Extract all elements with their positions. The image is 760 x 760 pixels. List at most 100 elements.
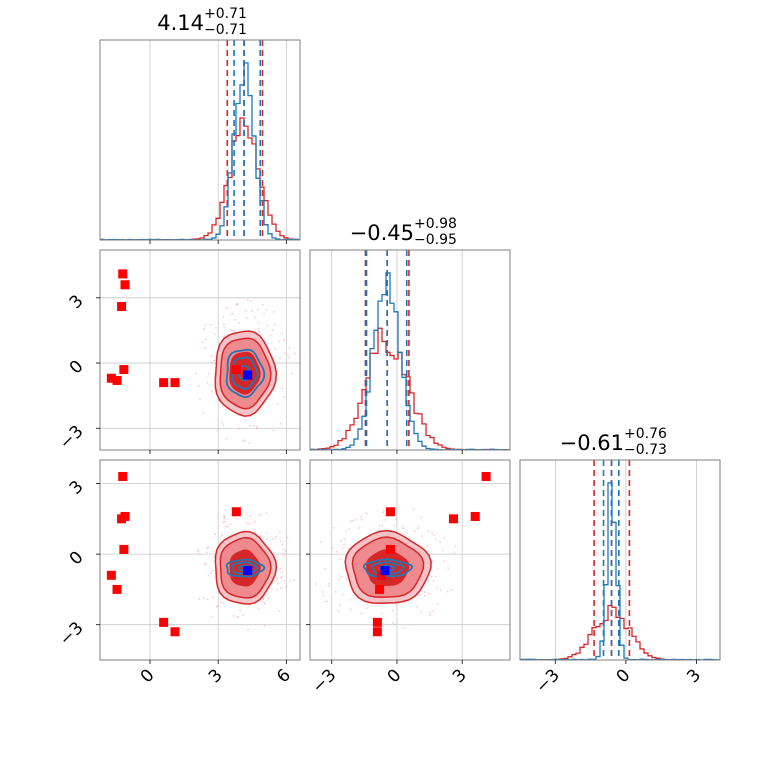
sample-point — [202, 597, 205, 600]
plot-area — [100, 40, 300, 240]
sample-point — [279, 567, 282, 570]
sample-point — [419, 611, 422, 614]
sample-point — [222, 602, 224, 604]
sample-point — [436, 602, 439, 605]
sample-point — [338, 578, 341, 581]
sample-point — [339, 604, 341, 606]
sample-point — [255, 425, 258, 428]
sample-point — [198, 598, 201, 600]
panel-frame — [519, 459, 721, 661]
sample-point — [275, 577, 278, 579]
sample-point — [355, 518, 358, 521]
sample-point — [222, 424, 225, 427]
sample-point — [282, 548, 285, 551]
sample-point — [280, 571, 283, 574]
sample-point — [283, 579, 286, 582]
tick-label-x: −3 — [532, 665, 564, 697]
sample-point — [208, 372, 210, 375]
sample-point — [280, 575, 283, 578]
sample-point — [335, 550, 338, 553]
sample-point — [434, 538, 437, 541]
sample-point — [365, 607, 368, 609]
sample-point — [383, 518, 386, 521]
outlier-marker — [385, 544, 395, 554]
sample-point — [209, 323, 212, 326]
histogram-series-0 — [520, 482, 720, 660]
sample-point — [323, 600, 326, 603]
tick-label-y: 0 — [66, 356, 88, 378]
sample-point — [225, 525, 227, 528]
sample-point — [214, 333, 217, 336]
sample-point — [416, 527, 419, 530]
sample-point — [430, 575, 433, 578]
plot-area — [106, 471, 296, 637]
sample-point — [220, 534, 223, 537]
panel-p2-p1: −3 0 3 — [306, 459, 511, 697]
sample-point — [262, 598, 265, 600]
truth-marker — [243, 370, 253, 380]
panel-titles: 4.14 +0.71−0.71−0.45 +0.98−0.95−0.61 +0.76−… — [157, 6, 667, 458]
panel-frame — [99, 249, 301, 451]
outlier-marker — [375, 584, 385, 594]
sample-point — [453, 552, 456, 555]
tick-label-y: 0 — [66, 548, 88, 570]
sample-point — [223, 521, 226, 523]
sample-point — [360, 515, 362, 518]
sample-point — [337, 610, 340, 613]
contour-line-level-0 — [362, 558, 414, 578]
sample-point — [212, 556, 215, 559]
sample-point — [412, 508, 415, 511]
sample-point — [202, 341, 205, 344]
sample-point — [202, 412, 205, 414]
sample-point — [288, 356, 291, 359]
sample-point — [314, 583, 317, 585]
sample-point — [272, 429, 275, 432]
panel-p0-p0 — [99, 39, 301, 244]
sample-point — [281, 543, 284, 546]
outlier-marker — [372, 627, 382, 637]
sample-point — [265, 308, 268, 311]
title-median: −0.45 — [350, 221, 414, 245]
sample-point — [247, 629, 249, 631]
sample-point — [394, 623, 396, 626]
tick-label-y: 3 — [66, 291, 88, 313]
sample-point — [221, 421, 224, 424]
sample-point — [251, 310, 253, 313]
title-plus: +0.76 — [624, 426, 667, 442]
plot-area — [310, 250, 510, 450]
sample-point — [236, 302, 239, 305]
sample-point — [258, 514, 261, 517]
sample-point — [277, 582, 279, 585]
sample-point — [402, 527, 405, 530]
sample-point — [263, 602, 266, 605]
sample-point — [440, 588, 442, 591]
sample-point — [246, 299, 249, 302]
sample-point — [349, 520, 352, 522]
sample-point — [266, 538, 269, 541]
sample-point — [423, 591, 426, 593]
sample-point — [232, 614, 235, 617]
sample-point — [224, 509, 227, 512]
sample-point — [382, 511, 385, 514]
sample-point — [426, 545, 428, 548]
outlier-marker — [372, 617, 382, 627]
sample-point — [263, 312, 265, 315]
sample-point — [274, 347, 277, 350]
sample-point — [334, 591, 337, 593]
panel-frame — [309, 459, 511, 661]
sample-point — [233, 330, 236, 332]
sample-point — [360, 612, 363, 615]
sample-point — [221, 521, 224, 524]
truth-marker — [243, 566, 253, 576]
sample-point — [206, 598, 209, 601]
sample-point — [283, 352, 286, 355]
sample-point — [265, 532, 268, 534]
panel-title-p0: 4.14 +0.71−0.71 — [157, 6, 247, 38]
sample-point — [272, 329, 274, 332]
sample-point — [280, 586, 282, 589]
outlier-marker — [159, 378, 169, 388]
sample-point — [447, 567, 450, 570]
sample-point — [270, 587, 273, 590]
sample-point — [328, 582, 331, 585]
panel-frame — [99, 459, 301, 661]
